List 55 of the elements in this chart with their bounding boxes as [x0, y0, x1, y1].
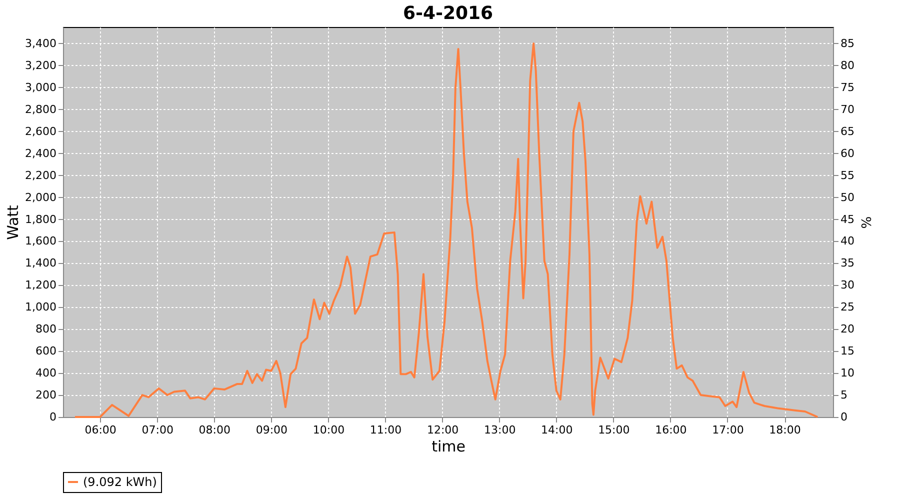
y2-tick-label: 30: [840, 278, 854, 292]
y-tick-label: 800: [36, 322, 56, 336]
y2-tick-label: 25: [840, 300, 854, 314]
y-tick-label: 400: [36, 366, 56, 380]
x-tick-label: 06:00: [84, 424, 116, 436]
y2-tick-label: 40: [840, 234, 854, 248]
y2-tick-label: 0: [840, 410, 848, 424]
x-tick-label: 12:00: [426, 424, 459, 436]
x-tick-label: 08:00: [198, 424, 230, 436]
x-tick-label: 09:00: [256, 424, 288, 436]
y-tick-label: 1,000: [25, 300, 56, 314]
y-tick-label: 1,800: [25, 212, 56, 226]
y2-tick-label: 35: [840, 256, 854, 270]
chart-title: 6-4-2016: [402, 3, 494, 24]
x-tick-label: 17:00: [712, 424, 744, 436]
y-tick-label: 2,000: [25, 190, 56, 204]
y-tick-label: 1,400: [25, 256, 56, 270]
y2-tick-label: 70: [840, 102, 854, 116]
x-tick-label: 14:00: [541, 424, 573, 436]
x-tick-label: 10:00: [312, 424, 345, 436]
y2-tick-label: 80: [840, 58, 854, 72]
y-tick-label: 1,600: [25, 234, 56, 248]
x-axis-title: time: [432, 438, 466, 456]
y2-tick-label: 5: [840, 388, 848, 402]
y-tick-label: 0: [50, 410, 56, 424]
y-tick-label: 600: [36, 344, 56, 358]
y-tick-label: 2,800: [25, 102, 56, 116]
y2-tick-label: 15: [840, 344, 854, 358]
y2-tick-label: 45: [840, 212, 854, 226]
y-tick-label: 2,600: [25, 124, 56, 138]
y2-tick-label: 20: [840, 322, 854, 336]
y2-tick-label: 60: [840, 146, 854, 160]
y2-tick-label: 55: [840, 168, 854, 182]
x-tick-label: 11:00: [370, 424, 402, 436]
y2-tick-label: 50: [840, 190, 854, 204]
x-tick-label: 16:00: [655, 424, 687, 436]
y-tick-label: 200: [36, 388, 56, 402]
x-tick-label: 15:00: [598, 424, 630, 436]
x-tick-label: 13:00: [484, 424, 516, 436]
y-tick-label: 3,400: [25, 36, 56, 50]
y-tick-label: 3,200: [25, 58, 56, 72]
x-tick-label: 07:00: [142, 424, 174, 436]
y-axis-title: Watt: [4, 204, 22, 240]
y2-tick-label: 85: [840, 36, 854, 50]
x-tick-label: 18:00: [769, 424, 801, 436]
y-tick-label: 3,000: [25, 80, 56, 94]
y-tick-label: 2,400: [25, 146, 56, 160]
y2-tick-label: 10: [840, 366, 854, 380]
legend-label: (9.092 kWh): [83, 475, 157, 489]
y2-tick-label: 75: [840, 80, 854, 94]
y2-axis-title: %: [857, 216, 872, 229]
y2-tick-label: 65: [840, 124, 854, 138]
y-tick-label: 1,200: [25, 278, 56, 292]
y-tick-label: 2,200: [25, 168, 56, 182]
line-series: [74, 42, 819, 418]
